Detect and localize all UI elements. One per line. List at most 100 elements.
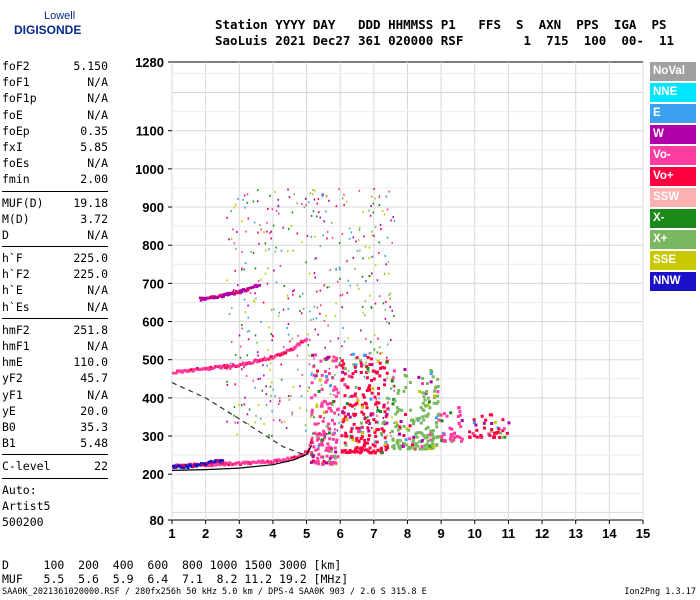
y-tick-label: 900 (142, 200, 164, 215)
echo-point (391, 241, 393, 244)
echo-point (314, 460, 318, 464)
echo-point (402, 389, 406, 393)
trace-point (292, 347, 295, 351)
trace-point (211, 295, 215, 298)
echo-point (238, 334, 241, 337)
echo-point (410, 443, 414, 447)
param-value: N/A (87, 387, 108, 402)
param-value: 225.0 (73, 267, 108, 282)
echo-point (418, 440, 422, 444)
trace-point (267, 358, 271, 361)
echo-point (374, 263, 377, 266)
trace-point (187, 466, 190, 470)
echo-point (272, 224, 275, 227)
echo-point (243, 366, 245, 369)
trace-point (310, 439, 313, 442)
legend-w: W (650, 125, 696, 144)
trace-point (307, 447, 311, 450)
echo-point (361, 305, 364, 308)
echo-point (482, 426, 486, 430)
echo-point (374, 440, 378, 444)
param-key: B1 (2, 436, 16, 451)
echo-point (352, 412, 356, 416)
echo-point (415, 417, 419, 421)
echo-point (316, 202, 319, 205)
echo-point (277, 205, 280, 208)
echo-point (319, 289, 322, 292)
echo-point (246, 413, 249, 416)
echo-point (350, 353, 352, 356)
echo-point (286, 294, 289, 297)
trace-point (239, 291, 242, 295)
echo-point (260, 278, 262, 281)
trace-point (182, 466, 186, 469)
echo-point (383, 272, 386, 275)
echo-point (404, 413, 408, 417)
echo-point (427, 400, 431, 404)
echo-point (353, 392, 357, 396)
echo-point (305, 429, 307, 432)
echo-point (272, 388, 274, 391)
echo-point (383, 213, 386, 216)
echo-point (386, 402, 389, 405)
echo-point (324, 448, 328, 452)
echo-point (430, 432, 434, 436)
y-tick-label: 1280 (135, 55, 164, 70)
echo-point (314, 377, 316, 380)
trace-point (252, 360, 256, 363)
param-row: B0 35.3 (2, 419, 108, 435)
trace-point (221, 459, 225, 462)
echo-point (299, 295, 301, 298)
echo-point (503, 435, 507, 439)
echo-point (452, 436, 456, 440)
echo-point (271, 208, 274, 211)
echo-point (386, 377, 389, 380)
echo-point (283, 420, 286, 423)
echo-point (460, 419, 464, 423)
echo-point (388, 293, 390, 296)
echo-point (343, 193, 345, 196)
echo-point (331, 432, 335, 436)
echo-point (244, 206, 246, 209)
echo-point (414, 442, 418, 446)
trace-point (246, 287, 249, 290)
x-tick-label: 1 (168, 526, 175, 541)
echo-point (424, 404, 428, 408)
echo-point (369, 294, 371, 297)
echo-point (378, 194, 381, 197)
echo-point (324, 346, 326, 349)
trace-point (301, 340, 305, 344)
param-row: yF2 45.7 (2, 370, 108, 386)
echo-point (325, 402, 329, 406)
echo-point (342, 327, 344, 330)
echo-point (366, 355, 370, 359)
echo-point (424, 447, 428, 451)
echo-point (383, 442, 387, 446)
echo-point (363, 441, 367, 445)
echo-point (371, 387, 375, 391)
trace-point (219, 463, 222, 467)
echo-point (361, 431, 365, 435)
echo-point (435, 443, 439, 447)
echo-point (265, 385, 267, 388)
echo-point (363, 375, 366, 378)
echo-point (320, 383, 323, 386)
echo-point (248, 423, 250, 426)
echo-point (313, 272, 316, 275)
echo-point (355, 436, 359, 440)
trace-point (255, 359, 258, 362)
legend-vo-: Vo- (650, 146, 696, 165)
trace-point (292, 457, 295, 461)
echo-point (335, 365, 339, 369)
echo-point (347, 279, 350, 282)
echo-point (310, 396, 314, 400)
echo-point (353, 449, 357, 453)
y-tick-label: 700 (142, 276, 164, 291)
echo-point (226, 380, 228, 383)
echo-point (311, 441, 315, 445)
param-row: C-level 22 (2, 458, 108, 474)
echo-point (296, 354, 299, 357)
echo-point (323, 410, 327, 414)
echo-point (390, 387, 392, 390)
echo-point (277, 314, 280, 317)
